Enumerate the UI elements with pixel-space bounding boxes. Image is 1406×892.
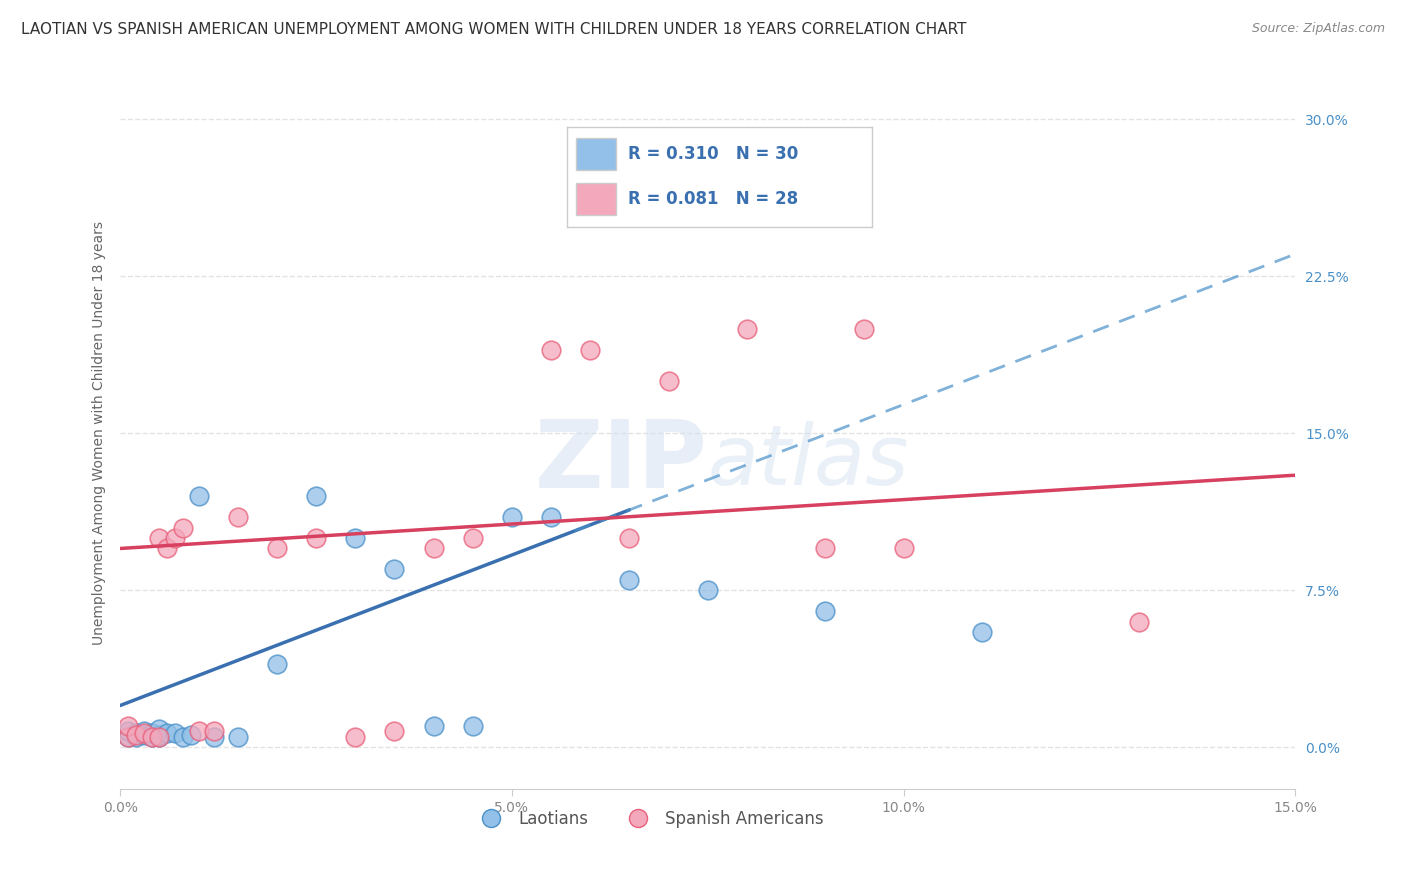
Point [148,531,170,545]
Point [226,730,249,744]
Point [187,489,209,503]
Point [305,489,328,503]
Point [970,625,993,640]
Point [180,728,202,742]
Point [125,728,148,742]
Point [148,730,170,744]
Point [344,531,367,545]
Point [540,343,562,357]
Point [461,531,484,545]
Point [141,725,163,739]
Point [125,730,148,744]
Point [187,723,209,738]
Point [384,562,406,576]
Point [148,722,170,736]
Point [266,541,288,556]
Point [226,510,249,524]
Text: atlas: atlas [707,421,910,502]
Point [540,510,562,524]
Point [148,730,170,744]
Point [344,730,367,744]
Text: ZIP: ZIP [534,416,707,508]
Point [117,719,139,733]
Point [202,730,225,744]
Point [853,321,876,335]
Point [814,541,837,556]
Point [696,583,718,598]
Point [501,510,523,524]
Point [202,723,225,738]
Point [172,520,194,534]
Text: Source: ZipAtlas.com: Source: ZipAtlas.com [1251,22,1385,36]
Point [579,343,602,357]
Point [893,541,915,556]
Point [132,723,155,738]
Legend: Laotians, Spanish Americans: Laotians, Spanish Americans [468,803,830,834]
Y-axis label: Unemployment Among Women with Children Under 18 years: Unemployment Among Women with Children U… [93,221,107,645]
Text: LAOTIAN VS SPANISH AMERICAN UNEMPLOYMENT AMONG WOMEN WITH CHILDREN UNDER 18 YEAR: LAOTIAN VS SPANISH AMERICAN UNEMPLOYMENT… [21,22,966,37]
Point [156,541,179,556]
Point [125,725,148,739]
Point [422,541,444,556]
Point [172,730,194,744]
Point [117,723,139,738]
Point [305,531,328,545]
Point [117,730,139,744]
Point [619,573,641,587]
Point [148,728,170,742]
Point [117,730,139,744]
Point [735,321,758,335]
Point [461,719,484,733]
Point [814,604,837,618]
Point [384,723,406,738]
Point [132,728,155,742]
Point [165,725,187,739]
Point [619,531,641,545]
Point [1128,615,1150,629]
Point [132,725,155,739]
Point [422,719,444,733]
Point [141,730,163,744]
Point [165,531,187,545]
Point [266,657,288,671]
Point [658,374,681,388]
Point [141,730,163,744]
Point [156,725,179,739]
